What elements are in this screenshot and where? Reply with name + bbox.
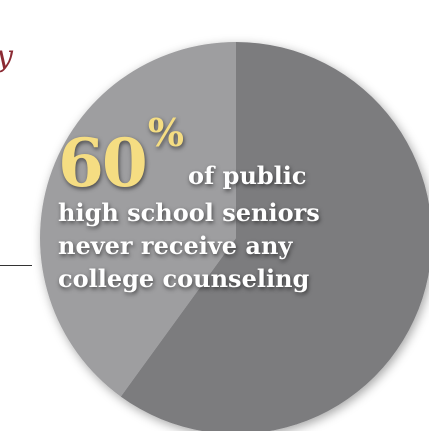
annotation-number: 60 bbox=[58, 124, 148, 202]
annotation-percent-sign: % bbox=[147, 110, 184, 155]
edge-text-fragment: y bbox=[0, 42, 13, 72]
annotation-text-line: college counseling bbox=[58, 264, 310, 293]
leader-line bbox=[0, 265, 32, 266]
pie-slice bbox=[40, 42, 237, 397]
annotation-first-line: 60 % of public bbox=[58, 110, 403, 202]
annotation-text-line: of public bbox=[187, 161, 307, 190]
annotation-text-line: high school seniors bbox=[58, 198, 320, 227]
annotation-text-line: never receive any bbox=[58, 231, 293, 260]
pie-annotation: 60 % of public high school seniors never… bbox=[58, 112, 403, 295]
pie-slice bbox=[120, 42, 429, 431]
